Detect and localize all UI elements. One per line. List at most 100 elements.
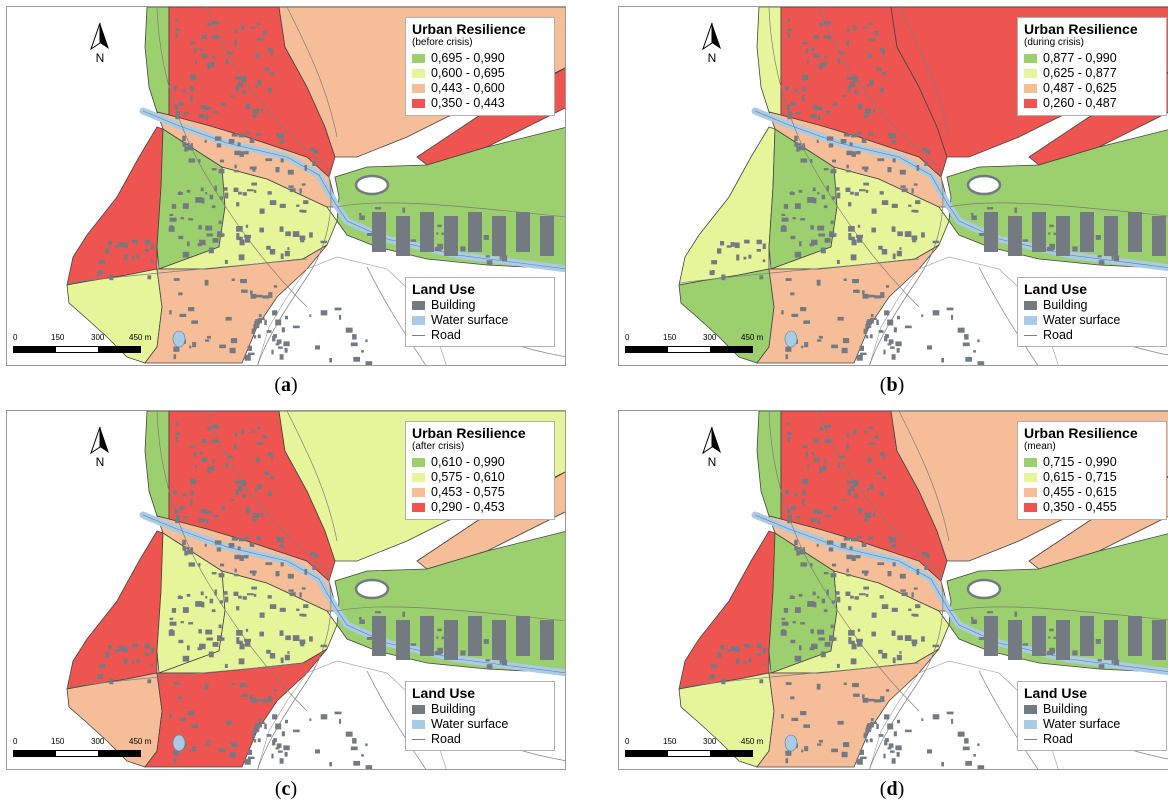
building [361, 350, 364, 353]
building [841, 347, 848, 354]
building [173, 682, 180, 685]
building [846, 164, 849, 169]
building [720, 645, 725, 650]
north-arrow: N [85, 425, 115, 471]
building [255, 53, 260, 59]
building [861, 166, 869, 170]
building [871, 612, 877, 618]
building [872, 109, 876, 113]
building [962, 746, 970, 751]
building [796, 146, 800, 152]
building [869, 22, 873, 26]
building [195, 601, 202, 607]
building [1014, 207, 1018, 213]
building [971, 215, 977, 220]
building [882, 476, 886, 480]
building [253, 189, 257, 193]
building [169, 213, 174, 216]
building [781, 714, 784, 719]
building [257, 334, 261, 339]
industrial-building [516, 616, 530, 656]
building [289, 188, 296, 193]
legend-class-row: 0,350 - 0,443 [412, 96, 548, 111]
building [726, 649, 732, 652]
building [889, 133, 896, 139]
building [179, 717, 187, 721]
building [868, 132, 874, 136]
water-swatch [1024, 316, 1037, 325]
building [178, 696, 183, 700]
building-swatch [412, 705, 425, 714]
legend-swatch [1024, 488, 1037, 497]
building [284, 654, 290, 661]
building [977, 765, 985, 769]
building [810, 629, 814, 634]
building [280, 253, 284, 260]
pond [172, 330, 186, 348]
building [205, 192, 208, 195]
building [829, 231, 835, 238]
building [108, 241, 113, 246]
building [977, 361, 985, 365]
building [856, 638, 863, 642]
industrial-building [468, 616, 482, 656]
stadium [966, 578, 1002, 600]
building [799, 241, 802, 247]
industrial-building [396, 620, 410, 660]
water-swatch [412, 720, 425, 729]
building [711, 260, 718, 265]
industrial-building [1152, 620, 1166, 660]
building [214, 136, 222, 141]
road [366, 670, 427, 769]
resilience-legend: Urban Resilience (mean) 0,715 - 0,990 0,615… [1017, 421, 1167, 520]
building [816, 543, 819, 547]
building [366, 233, 374, 236]
building [856, 234, 863, 238]
building [144, 249, 149, 252]
building [881, 604, 889, 609]
building [794, 203, 801, 209]
building [171, 204, 177, 209]
building [848, 233, 852, 239]
legend-swatch [412, 473, 425, 482]
building [748, 658, 752, 663]
building [212, 459, 216, 463]
building [243, 555, 249, 559]
building [268, 696, 273, 702]
building [828, 143, 834, 148]
building [818, 519, 821, 524]
building [785, 86, 790, 91]
building [874, 434, 879, 439]
building [811, 47, 815, 52]
building [1095, 235, 1101, 240]
building [971, 619, 977, 624]
building [359, 215, 365, 220]
building [212, 642, 219, 647]
landuse-title: Land Use [1024, 685, 1088, 701]
legend-class-row: 0,715 - 0,990 [1024, 455, 1160, 470]
legend-subtitle: (during crisis) [1024, 37, 1085, 48]
building [790, 595, 794, 598]
building [857, 536, 862, 539]
building-swatch [412, 301, 425, 310]
building [339, 718, 342, 724]
landuse-row: Building [412, 702, 548, 717]
building [361, 754, 364, 757]
building [816, 683, 821, 690]
building [108, 645, 113, 650]
building [884, 335, 888, 342]
building [301, 183, 306, 186]
building [800, 562, 808, 567]
building [796, 550, 800, 556]
building [278, 346, 283, 349]
building [249, 542, 255, 547]
building [869, 79, 874, 86]
building [242, 596, 247, 600]
building [846, 554, 853, 560]
building [168, 630, 175, 636]
building [736, 658, 740, 665]
building [201, 601, 205, 608]
building [882, 72, 886, 76]
building [214, 185, 217, 192]
building [189, 749, 192, 753]
